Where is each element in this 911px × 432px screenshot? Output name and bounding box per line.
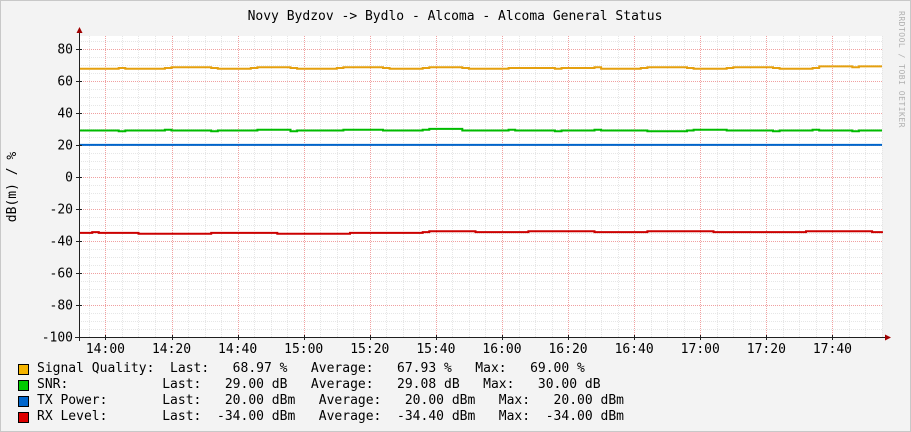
plot-area <box>79 36 882 337</box>
x-tick-label: 15:20 <box>350 342 389 357</box>
y-tick-label: -100 <box>42 331 73 346</box>
x-tick-label: 17:00 <box>681 342 720 357</box>
x-tick-label: 17:40 <box>813 342 852 357</box>
legend: Signal Quality: Last: 68.97 % Average: 6… <box>17 361 624 425</box>
x-tick-label: 15:00 <box>284 342 323 357</box>
series-lines <box>79 65 883 235</box>
legend-text: SNR: Last: 29.00 dB Average: 29.08 dB Ma… <box>37 377 601 392</box>
x-tick-label: 14:00 <box>86 342 125 357</box>
y-tick-label: -80 <box>50 298 73 313</box>
legend-text: RX Level: Last: -34.00 dBm Average: -34.… <box>37 409 624 424</box>
y-tick-label: 80 <box>57 42 73 57</box>
y-tick-label: 40 <box>57 106 73 121</box>
legend-swatch <box>18 395 29 407</box>
series-line-rx-level <box>79 230 883 235</box>
legend-swatch <box>18 363 29 375</box>
y-tick-label: 20 <box>57 138 73 153</box>
y-tick-label: 60 <box>57 74 73 89</box>
legend-swatch <box>18 379 29 391</box>
grid <box>79 36 883 338</box>
x-tick-label: 14:40 <box>218 342 257 357</box>
y-tick-label: -20 <box>50 202 73 217</box>
legend-row-tx-power: TX Power: Last: 20.00 dBm Average: 20.00… <box>17 393 624 409</box>
tick-labels: 80 60 40 20 0 -20 -40 -60 -80 -100 14:00 14:20 14:40… <box>42 42 852 357</box>
y-tick-label: -40 <box>50 234 73 249</box>
x-tick-label: 16:00 <box>482 342 521 357</box>
legend-swatch <box>18 411 29 423</box>
x-tick-label: 16:40 <box>615 342 654 357</box>
x-tick-label: 17:20 <box>747 342 786 357</box>
y-axis-label: dB(m) / % <box>5 152 20 223</box>
legend-text: Signal Quality: Last: 68.97 % Average: 6… <box>37 361 585 376</box>
x-tick-label: 15:40 <box>416 342 455 357</box>
y-axis-arrow <box>76 27 83 33</box>
legend-text: TX Power: Last: 20.00 dBm Average: 20.00… <box>37 393 624 408</box>
x-tick-label: 14:20 <box>152 342 191 357</box>
y-tick-label: -60 <box>50 266 73 281</box>
legend-row-signal-quality: Signal Quality: Last: 68.97 % Average: 6… <box>17 361 624 377</box>
legend-row-snr: SNR: Last: 29.00 dB Average: 29.08 dB Ma… <box>17 377 624 393</box>
axes <box>75 27 891 341</box>
y-tick-label: 0 <box>65 170 73 185</box>
chart-title: Novy Bydzov -> Bydlo - Alcoma - Alcoma G… <box>248 9 663 24</box>
legend-row-rx-level: RX Level: Last: -34.00 dBm Average: -34.… <box>17 409 624 425</box>
series-line-snr <box>79 127 882 133</box>
rrdtool-watermark: RRDTOOL / TOBI OETIKER <box>897 11 906 128</box>
x-axis-arrow <box>885 334 891 341</box>
series-line-signal-quality <box>79 65 882 70</box>
x-tick-label: 16:20 <box>548 342 587 357</box>
